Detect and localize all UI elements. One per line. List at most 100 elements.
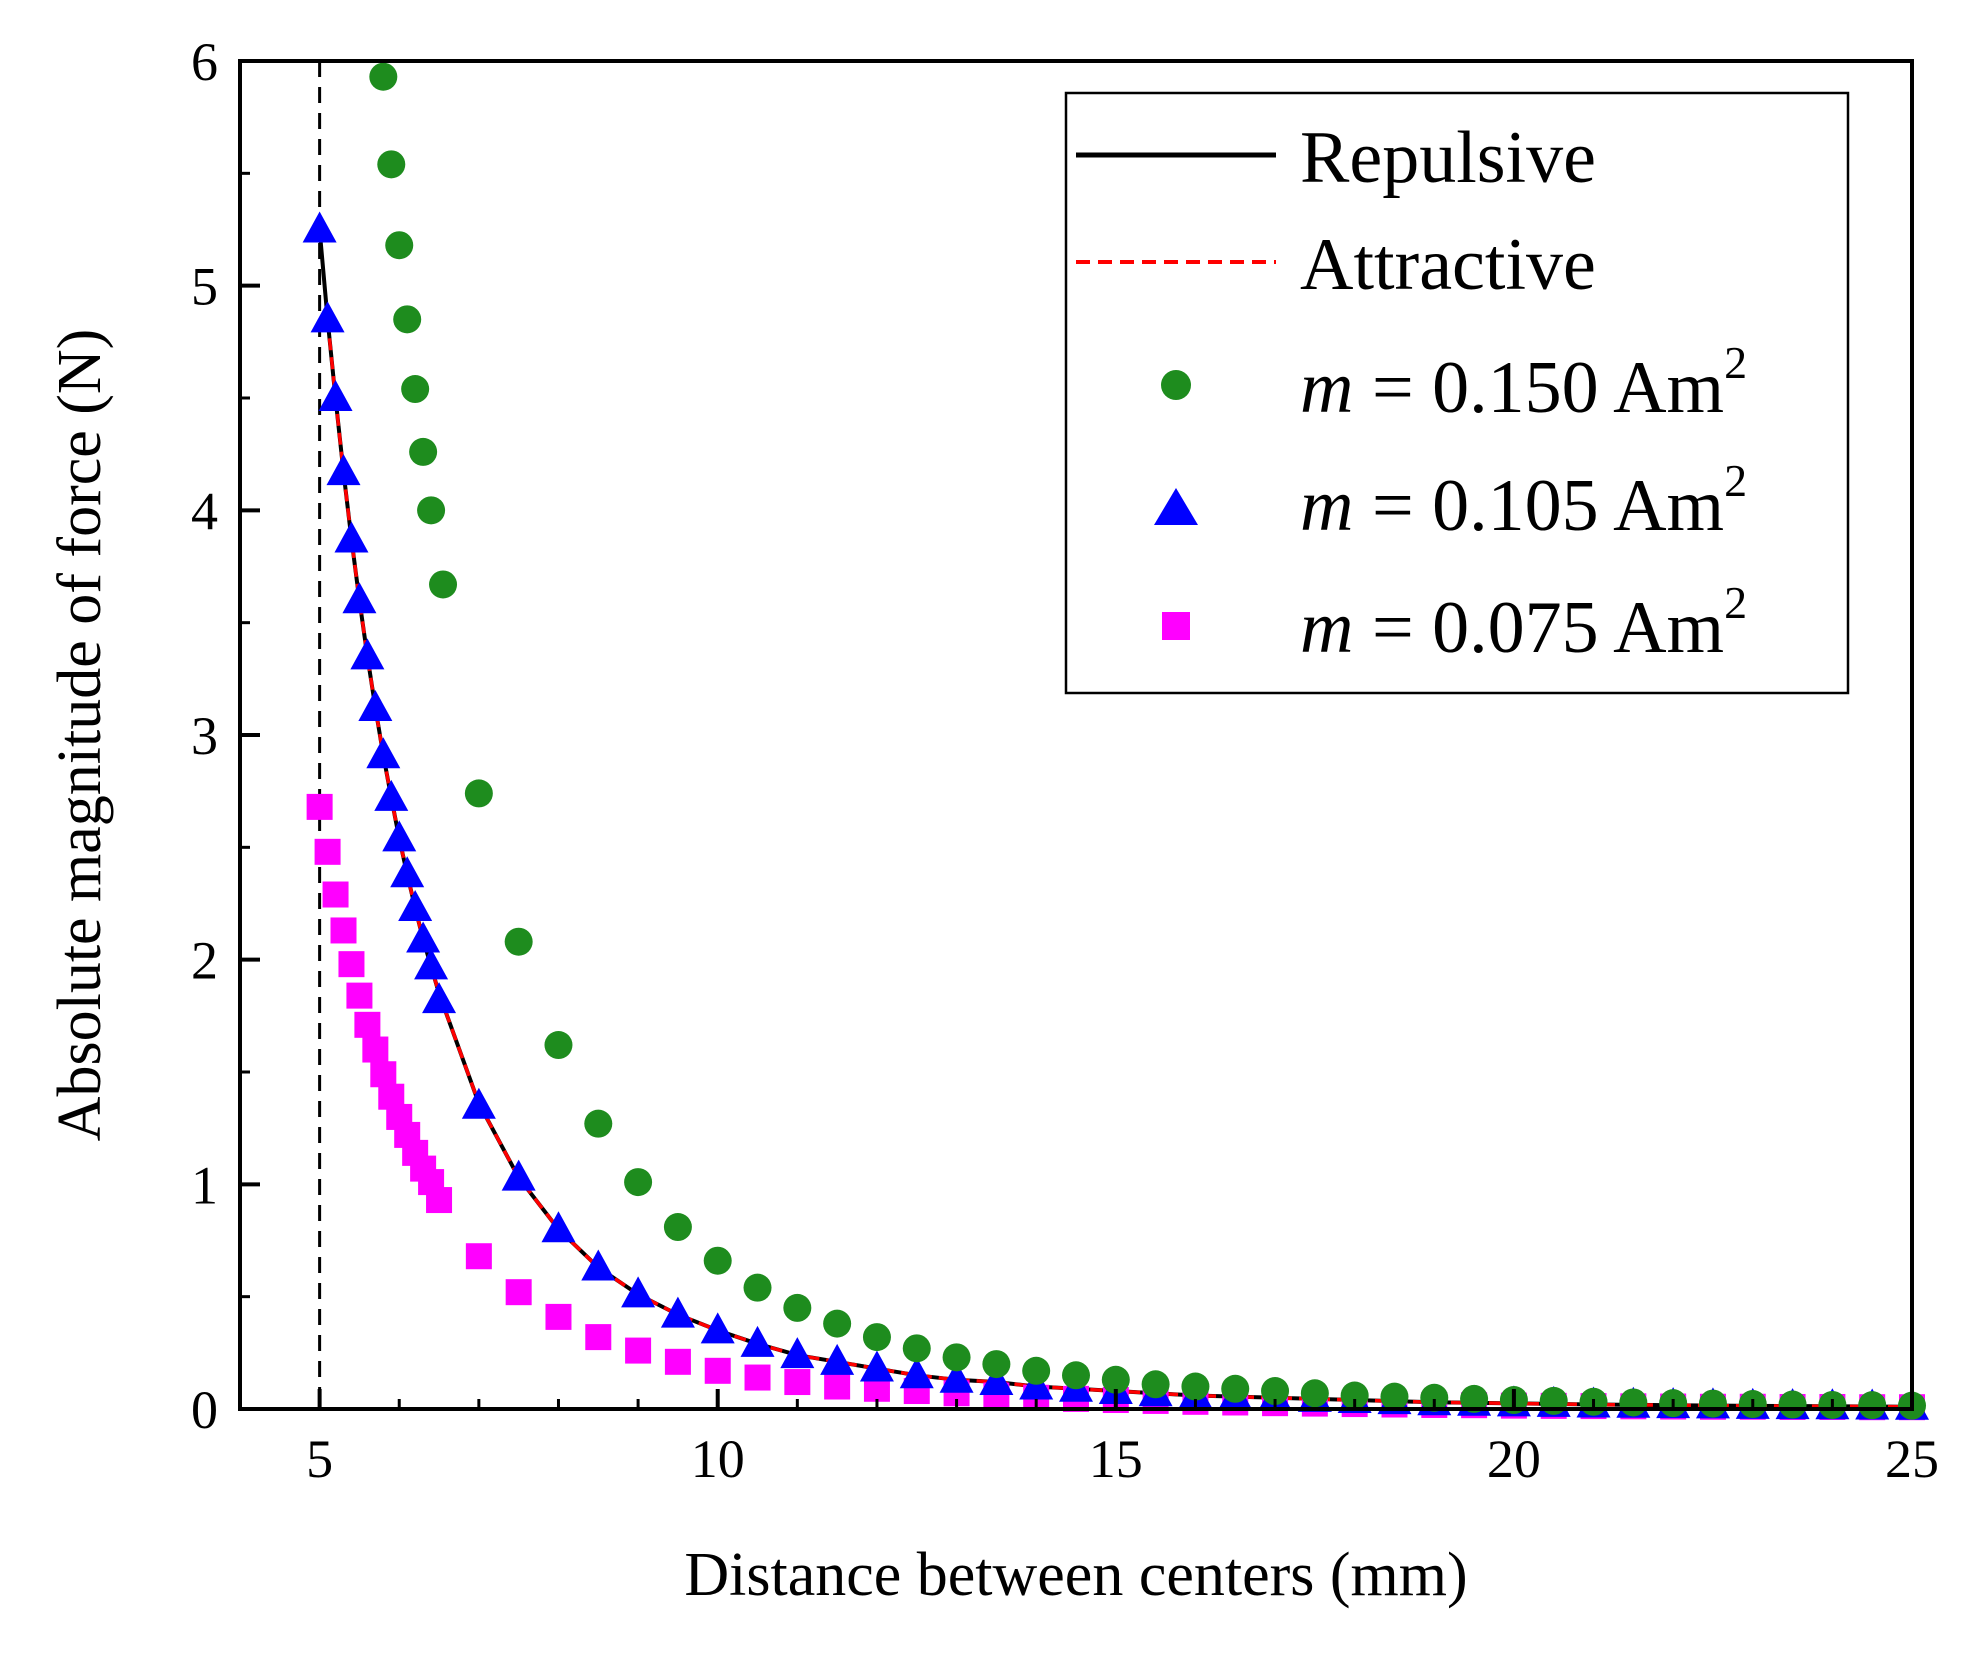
- data-point-circle: [1141, 1370, 1170, 1399]
- data-point-square: [338, 951, 365, 978]
- y-tick-label: 3: [191, 706, 218, 766]
- legend-label-m-0075: m = 0.075 Am2: [1300, 577, 1747, 669]
- x-tick-label: 10: [691, 1429, 745, 1489]
- data-point-circle: [377, 150, 406, 179]
- data-point-circle: [369, 62, 398, 91]
- data-point-triangle: [342, 582, 377, 614]
- data-point-circle: [409, 437, 438, 466]
- data-point-triangle: [366, 737, 401, 769]
- data-point-square: [664, 1348, 691, 1375]
- data-point-circle: [544, 1031, 573, 1060]
- data-point-square: [354, 1011, 381, 1038]
- data-point-circle: [1221, 1374, 1250, 1403]
- x-axis-label: Distance between centers (mm): [684, 1541, 1467, 1609]
- data-point-circle: [1181, 1372, 1210, 1401]
- y-tick-label: 4: [191, 481, 218, 541]
- data-point-square: [784, 1369, 811, 1396]
- x-tick-label: 5: [306, 1429, 333, 1489]
- legend-superscript: 2: [1724, 577, 1747, 628]
- data-point-triangle: [334, 521, 369, 553]
- data-point-circle: [1619, 1388, 1648, 1417]
- y-tick-label: 1: [191, 1155, 218, 1215]
- data-point-triangle: [780, 1337, 815, 1369]
- data-point-circle: [1778, 1390, 1807, 1419]
- data-point-triangle: [461, 1087, 496, 1119]
- legend-var: m: [1300, 465, 1353, 547]
- data-point-triangle: [422, 982, 457, 1014]
- data-point-circle: [1420, 1383, 1449, 1412]
- data-point-triangle: [581, 1249, 616, 1281]
- legend-item-m-0105: m = 0.105 Am2: [1154, 455, 1747, 547]
- data-point-triangle: [621, 1276, 656, 1308]
- data-point-square: [585, 1324, 612, 1351]
- legend-label-m-0150: m = 0.150 Am2: [1300, 337, 1747, 429]
- data-point-square: [505, 1279, 532, 1306]
- legend-marker-triangle: [1154, 488, 1198, 525]
- legend-box: [1064, 91, 1850, 695]
- data-point-square: [465, 1243, 492, 1270]
- data-point-triangle: [700, 1312, 735, 1344]
- data-point-triangle: [979, 1364, 1014, 1396]
- legend-item-repulsive: Repulsive: [1076, 117, 1596, 199]
- x-tick-label: 25: [1885, 1429, 1939, 1489]
- data-point-triangle: [740, 1325, 775, 1357]
- legend-superscript: 2: [1724, 455, 1747, 506]
- data-point-square: [370, 1061, 397, 1088]
- data-point-circle: [703, 1246, 732, 1275]
- data-point-triangle: [660, 1296, 695, 1328]
- data-point-circle: [1022, 1356, 1051, 1385]
- data-point-circle: [1698, 1389, 1727, 1418]
- data-point-circle: [417, 496, 446, 525]
- data-point-triangle: [318, 380, 353, 411]
- data-point-triangle: [358, 690, 393, 722]
- data-point-circle: [783, 1293, 812, 1322]
- data-point-triangle: [326, 454, 361, 486]
- axis-ticks: 5 10 15 20 25 0 1 2 3 4 5 6: [191, 32, 1939, 1489]
- data-point-square: [346, 982, 373, 1009]
- data-point-square: [704, 1357, 731, 1384]
- data-point-square: [545, 1303, 572, 1330]
- data-point-circle: [504, 927, 533, 956]
- data-point-triangle: [406, 921, 441, 953]
- y-tick-label: 6: [191, 32, 218, 92]
- data-point-circle: [624, 1168, 653, 1197]
- legend-label-repulsive: Repulsive: [1300, 117, 1596, 199]
- data-point-circle: [902, 1334, 931, 1363]
- legend-item-m-0075: m = 0.075 Am2: [1162, 577, 1747, 669]
- data-point-triangle: [350, 638, 385, 670]
- data-point-circle: [982, 1350, 1011, 1379]
- data-point-circle: [1380, 1382, 1409, 1411]
- data-point-square: [824, 1373, 851, 1400]
- data-point-triangle: [820, 1343, 855, 1375]
- data-point-circle: [1460, 1384, 1489, 1413]
- y-axis-label: Absolute magnitude of force (N): [46, 329, 114, 1142]
- data-point-triangle: [939, 1361, 974, 1393]
- legend-var: m: [1300, 587, 1353, 669]
- data-point-triangle: [374, 779, 409, 811]
- x-tick-label: 15: [1089, 1429, 1143, 1489]
- legend-var: m: [1300, 347, 1353, 429]
- data-point-triangle: [501, 1159, 536, 1191]
- data-point-triangle: [859, 1350, 894, 1382]
- legend-item-m-0150: m = 0.150 Am2: [1161, 337, 1747, 429]
- legend-label-m-0105: m = 0.105 Am2: [1300, 455, 1747, 547]
- data-point-circle: [1340, 1381, 1369, 1410]
- data-point-square: [306, 793, 333, 820]
- data-point-circle: [1062, 1361, 1090, 1390]
- data-point-circle: [1300, 1379, 1329, 1408]
- legend-text-main: = 0.075 Am: [1353, 587, 1724, 669]
- data-point-triangle: [390, 856, 425, 888]
- legend-marker-circle: [1161, 370, 1191, 400]
- data-point-circle: [1101, 1365, 1130, 1394]
- data-point-circle: [942, 1343, 971, 1372]
- data-point-triangle: [310, 301, 345, 333]
- y-tick-label: 5: [191, 257, 218, 317]
- data-point-square: [362, 1036, 389, 1063]
- data-point-triangle: [541, 1211, 576, 1243]
- legend-text-main: = 0.150 Am: [1353, 347, 1724, 429]
- data-point-square: [426, 1187, 453, 1214]
- data-point-square: [625, 1337, 652, 1364]
- data-point-circle: [663, 1213, 692, 1242]
- data-point-triangle: [382, 820, 417, 852]
